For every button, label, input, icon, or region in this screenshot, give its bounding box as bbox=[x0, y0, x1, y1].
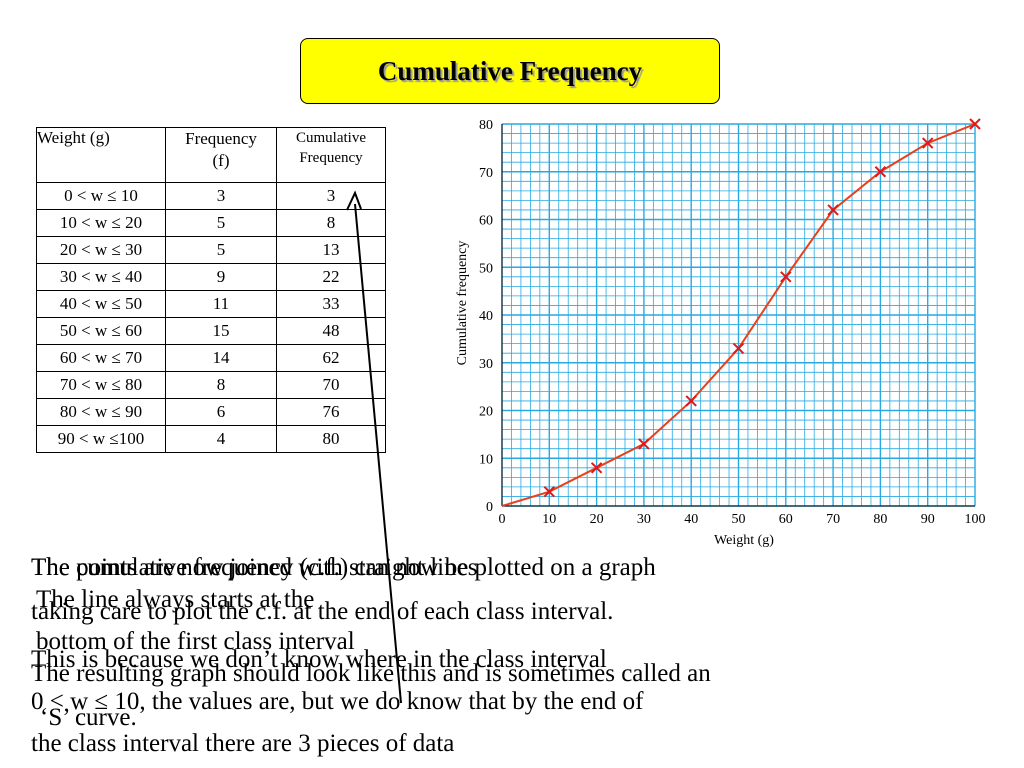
frequency-header-symbol: (f) bbox=[212, 151, 230, 170]
data-point-marker bbox=[780, 271, 792, 283]
x-tick-label: 90 bbox=[921, 512, 935, 527]
slide-title: Cumulative Frequency bbox=[377, 55, 643, 86]
data-point-marker bbox=[590, 462, 603, 474]
table-row: 70 < w ≤ 80 8 70 bbox=[36, 371, 386, 399]
y-tick-label: 0 bbox=[486, 500, 493, 515]
data-point-marker bbox=[685, 395, 697, 407]
chart-series bbox=[501, 118, 981, 507]
overlay-line-8: 0 < w ≤ 10, the values are, but we do kn… bbox=[31, 688, 644, 715]
title-box: Cumulative Frequency bbox=[300, 38, 720, 104]
frequency-cell: 3 bbox=[165, 182, 277, 210]
data-point-marker bbox=[874, 166, 887, 178]
overlay-line-3: The line always starts at the bbox=[36, 586, 315, 613]
cumulative-header-line1: Cumulative bbox=[296, 130, 366, 146]
interval-cell: 90 < w ≤100 bbox=[36, 425, 166, 453]
annotation-arrow bbox=[354, 203, 402, 704]
x-tick-label: 40 bbox=[684, 512, 698, 527]
interval-cell: 50 < w ≤ 60 bbox=[36, 317, 166, 345]
x-axis-label: Weight (g) bbox=[714, 533, 774, 548]
y-tick-label: 10 bbox=[479, 452, 493, 467]
y-tick-label: 30 bbox=[479, 357, 493, 372]
frequency-table: Weight (g) Frequency (f) Cumulative Freq… bbox=[36, 127, 386, 453]
x-tick-label: 10 bbox=[542, 512, 556, 527]
chart-axes bbox=[501, 124, 975, 507]
x-tick-label: 70 bbox=[826, 512, 840, 527]
y-tick-label: 80 bbox=[479, 118, 493, 133]
data-point-marker bbox=[969, 118, 981, 130]
y-tick-label: 70 bbox=[479, 166, 493, 181]
y-tick-label: 40 bbox=[479, 309, 493, 324]
data-point-marker bbox=[921, 137, 934, 149]
frequency-header-label: Frequency bbox=[185, 129, 257, 148]
overlay-line-1: The points are now joined with straight … bbox=[31, 554, 478, 581]
frequency-cell: 11 bbox=[165, 290, 277, 318]
cumulative-header-line2: Frequency bbox=[299, 150, 363, 166]
table-row: 60 < w ≤ 70 14 62 bbox=[36, 344, 386, 372]
interval-cell: 70 < w ≤ 80 bbox=[36, 371, 166, 399]
overlay-line-4: taking care to plot the c.f. at the end … bbox=[31, 598, 614, 625]
x-tick-label: 30 bbox=[637, 512, 651, 527]
data-point-marker bbox=[827, 204, 839, 216]
annotation-arrowhead bbox=[346, 190, 362, 211]
table-header-row: Weight (g) Frequency (f) Cumulative Freq… bbox=[36, 127, 386, 183]
frequency-cell: 14 bbox=[165, 344, 277, 372]
x-tick-label: 80 bbox=[873, 512, 887, 527]
cumulative-cell: 13 bbox=[276, 236, 386, 264]
table-row: 80 < w ≤ 90 6 76 bbox=[36, 398, 386, 426]
chart-grid bbox=[501, 123, 976, 507]
cumulative-cell: 80 bbox=[276, 425, 386, 453]
y-axis-label: Cumulative frequency bbox=[455, 241, 470, 366]
overlay-line-10: the class interval there are 3 pieces of… bbox=[31, 730, 455, 757]
data-point-marker bbox=[543, 485, 556, 498]
table-row: 0 < w ≤ 10 3 3 bbox=[36, 182, 386, 210]
overlay-line-7: The resulting graph should look like thi… bbox=[31, 660, 711, 687]
x-tick-label: 100 bbox=[965, 512, 986, 527]
x-tick-label: 0 bbox=[499, 512, 506, 527]
overlay-line-6: This is because we don’t know where in t… bbox=[31, 646, 607, 673]
overlay-line-9: ‘S’ curve. bbox=[40, 704, 137, 731]
cumulative-cell: 8 bbox=[276, 209, 386, 237]
overlay-line-2: The cumulative frequency (c.f.) can now … bbox=[31, 554, 656, 581]
chart-tick-labels: 0 10 20 30 40 50 60 70 80 90 100 0 10 20 30 40 50 60 70 80 bbox=[479, 118, 986, 527]
table-row: 90 < w ≤100 4 80 bbox=[36, 425, 386, 453]
x-tick-label: 20 bbox=[590, 512, 604, 527]
table-row: 40 < w ≤ 50 11 33 bbox=[36, 290, 386, 318]
x-tick-label: 60 bbox=[779, 512, 793, 527]
cumulative-cell: 33 bbox=[276, 290, 386, 318]
interval-cell: 60 < w ≤ 70 bbox=[36, 344, 166, 372]
weight-header: Weight (g) bbox=[36, 127, 166, 183]
data-point-marker bbox=[732, 342, 745, 355]
interval-cell: 80 < w ≤ 90 bbox=[36, 398, 166, 426]
y-tick-label: 60 bbox=[479, 214, 493, 229]
overlay-line-5: bottom of the first class interval bbox=[36, 628, 355, 655]
data-point-marker bbox=[638, 438, 650, 450]
cumulative-cell: 76 bbox=[276, 398, 386, 426]
y-tick-label: 20 bbox=[479, 405, 493, 420]
y-tick-label: 50 bbox=[479, 261, 493, 276]
x-tick-label: 50 bbox=[732, 512, 746, 527]
frequency-cell: 15 bbox=[165, 317, 277, 345]
